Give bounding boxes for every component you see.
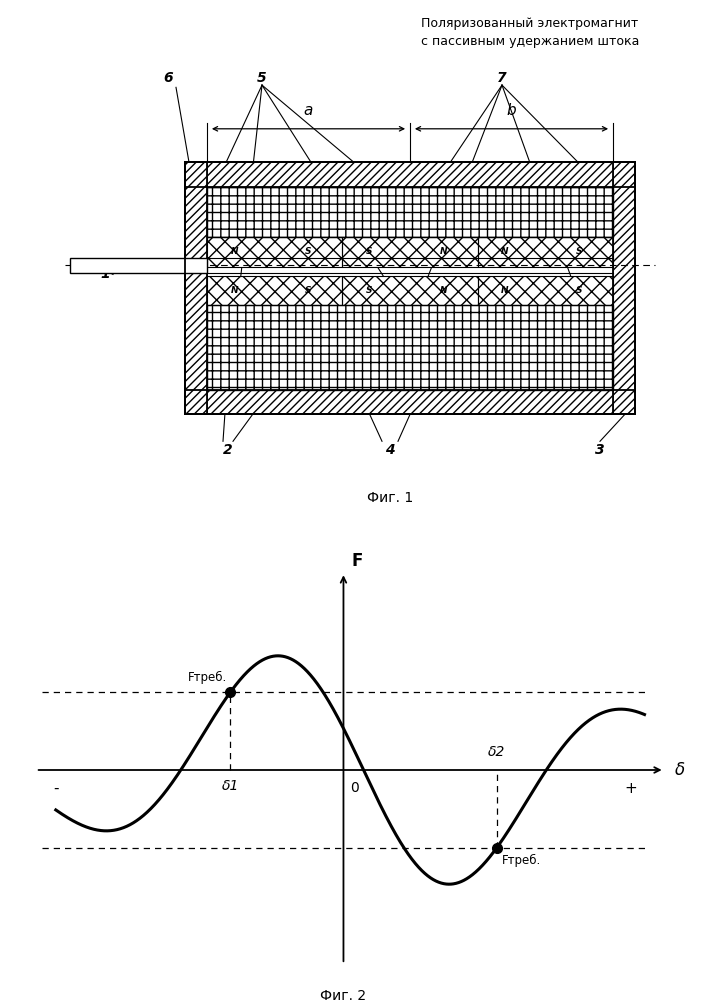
Text: S: S xyxy=(366,286,373,295)
Bar xyxy=(478,237,613,267)
Text: S: S xyxy=(576,247,583,256)
Text: 4: 4 xyxy=(385,443,395,457)
Bar xyxy=(70,258,207,273)
Bar xyxy=(207,305,613,390)
Text: S: S xyxy=(305,286,312,295)
Text: 3: 3 xyxy=(595,443,604,457)
Text: N: N xyxy=(440,286,448,295)
Text: Fтреб.: Fтреб. xyxy=(502,854,542,867)
Text: Поляризованный электромагнит
с пассивным удержанием штока: Поляризованный электромагнит с пассивным… xyxy=(421,17,639,48)
Text: 2: 2 xyxy=(223,443,233,457)
Text: S: S xyxy=(366,247,373,256)
Text: S: S xyxy=(305,247,312,256)
Text: N: N xyxy=(440,247,448,256)
Bar xyxy=(185,162,635,187)
Text: N: N xyxy=(501,247,508,256)
Bar xyxy=(185,162,635,414)
Bar xyxy=(207,276,342,305)
Text: 7: 7 xyxy=(497,71,507,85)
Bar xyxy=(207,276,342,305)
Text: 1: 1 xyxy=(100,267,110,281)
Text: 5: 5 xyxy=(257,71,267,85)
Text: S: S xyxy=(576,286,583,295)
Text: F: F xyxy=(351,552,363,570)
Bar xyxy=(185,162,207,414)
Bar xyxy=(185,258,207,273)
Text: N: N xyxy=(230,286,238,295)
Text: 6: 6 xyxy=(163,71,173,85)
Text: δ: δ xyxy=(674,761,685,779)
Bar xyxy=(185,162,635,187)
Text: 0: 0 xyxy=(350,781,359,795)
Bar xyxy=(478,237,613,267)
Bar xyxy=(478,276,613,305)
Bar xyxy=(207,187,613,237)
Text: δ1: δ1 xyxy=(221,779,239,793)
Bar xyxy=(207,237,342,267)
Bar xyxy=(342,276,478,305)
Bar xyxy=(185,390,635,414)
Text: N: N xyxy=(230,247,238,256)
Bar xyxy=(342,237,478,267)
Text: -: - xyxy=(53,781,59,796)
Text: b: b xyxy=(507,103,516,118)
Bar xyxy=(207,305,613,390)
Text: +: + xyxy=(625,781,638,796)
Bar xyxy=(342,237,478,267)
Bar xyxy=(207,237,342,267)
Bar xyxy=(185,162,635,414)
Text: Fтреб.: Fтреб. xyxy=(187,671,227,684)
Bar xyxy=(613,162,635,414)
Bar xyxy=(613,162,635,414)
Bar xyxy=(185,390,635,414)
Bar xyxy=(207,187,613,237)
Bar xyxy=(478,276,613,305)
Text: Фиг. 2: Фиг. 2 xyxy=(320,989,366,1000)
Text: a: a xyxy=(304,103,313,118)
Bar xyxy=(342,276,478,305)
Bar xyxy=(185,162,207,414)
Text: Фиг. 1: Фиг. 1 xyxy=(367,491,413,505)
Text: N: N xyxy=(501,286,508,295)
Text: δ2: δ2 xyxy=(489,745,506,759)
